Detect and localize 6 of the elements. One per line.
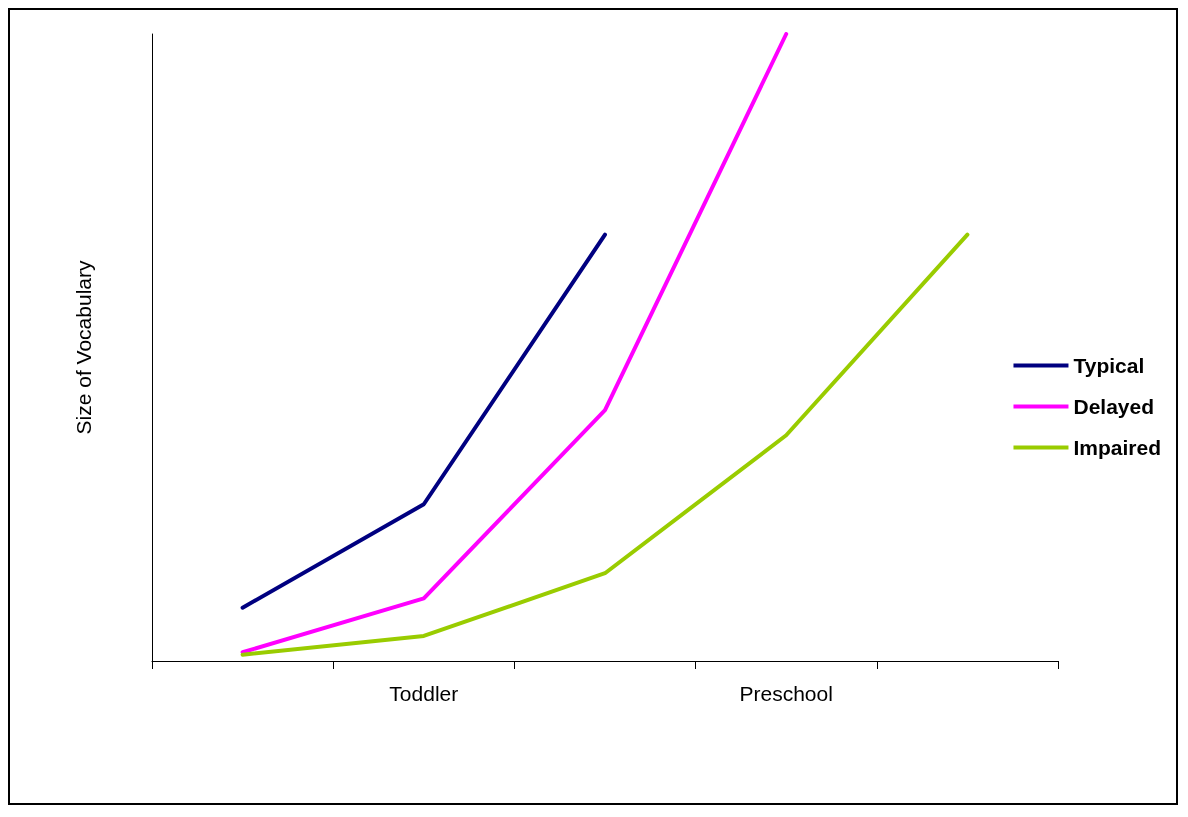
x-tick-label: Toddler	[389, 682, 459, 705]
y-axis-title: Size of Vocabulary	[72, 260, 95, 435]
legend-label: Typical	[1073, 354, 1145, 377]
legend-label: Impaired	[1073, 436, 1161, 459]
legend-label: Delayed	[1073, 395, 1155, 418]
x-tick-label: Preschool	[739, 682, 833, 705]
